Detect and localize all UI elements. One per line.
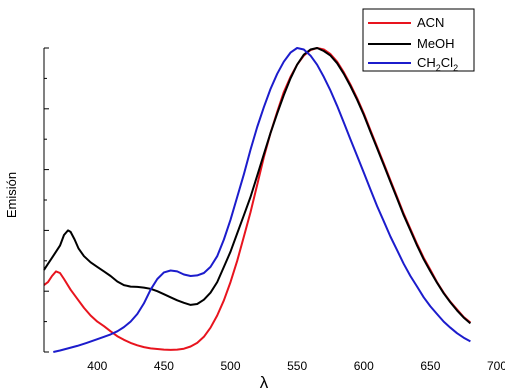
x-axis-ticks: 400 450 500 550 600 650 700 bbox=[87, 359, 505, 373]
series-lines bbox=[43, 47, 472, 353]
legend-label-acn: ACN bbox=[417, 15, 444, 30]
series-line-ch2cl2 bbox=[53, 47, 471, 353]
x-tick-label: 700 bbox=[487, 359, 505, 373]
legend-label-meoh: MeOH bbox=[417, 36, 455, 51]
legend-box bbox=[362, 8, 475, 72]
x-tick-label: 450 bbox=[154, 359, 174, 373]
y-axis-title: Emisión bbox=[4, 172, 19, 218]
x-tick-label: 400 bbox=[87, 359, 107, 373]
legend-label-ch2cl2: CH2Cl2 bbox=[417, 55, 458, 73]
axes: 400 450 500 550 600 650 700 Emisión λ bbox=[4, 47, 505, 392]
series-line-acn bbox=[43, 47, 472, 351]
series-line-meoh bbox=[43, 47, 472, 325]
x-tick-label: 550 bbox=[287, 359, 307, 373]
legend: ACN MeOH CH2Cl2 bbox=[362, 8, 475, 73]
x-axis-title: λ bbox=[260, 373, 269, 392]
x-tick-label: 500 bbox=[221, 359, 241, 373]
y-axis-ticks bbox=[44, 47, 49, 353]
x-tick-label: 650 bbox=[420, 359, 440, 373]
x-tick-label: 600 bbox=[354, 359, 374, 373]
